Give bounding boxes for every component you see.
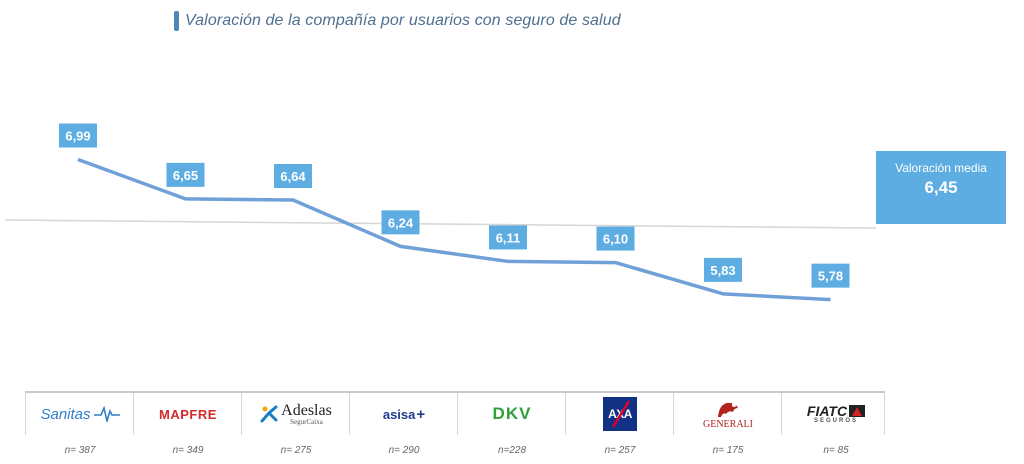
data-label: 6,24 <box>381 210 420 235</box>
axa-slash-icon <box>611 400 631 428</box>
data-label: 6,64 <box>274 164 312 189</box>
asisa-logo: asisa + <box>350 397 458 431</box>
adeslas-logo: Adeslas SegurCaixa <box>242 397 350 431</box>
dkv-logo-text: DKV <box>492 404 532 423</box>
generali-logo-text: GENERALI <box>703 418 753 430</box>
fiatc-logo-text: FIATC <box>806 403 848 419</box>
data-label-text: 5,78 <box>818 269 843 284</box>
plus-icon: + <box>416 405 426 423</box>
mapfre-logo: MAPFRE <box>134 397 242 431</box>
fiatc-wordmark: FIATC SEGUROS <box>806 403 866 424</box>
data-label-box <box>59 123 97 148</box>
sample-size-adeslas: n= 275 <box>280 445 312 456</box>
average-label: Valoración media <box>895 161 987 175</box>
axis-tick <box>133 393 134 435</box>
data-label-box <box>381 210 420 235</box>
dkv-logo: DKV <box>458 397 566 431</box>
data-label: 6,65 <box>166 162 205 187</box>
generali-logo: GENERALI <box>674 397 782 431</box>
data-label-box <box>596 226 635 251</box>
sample-size-generali: n= 175 <box>712 445 744 456</box>
data-label-box <box>811 263 850 288</box>
axis-tick <box>673 393 674 435</box>
axis-tick <box>349 393 350 435</box>
fiatc-logo: FIATC SEGUROS <box>782 397 890 431</box>
sample-size-axa: n= 257 <box>604 445 636 456</box>
average-reference-line <box>4 219 877 229</box>
data-label: 5,83 <box>704 257 742 282</box>
heartbeat-icon <box>93 406 120 422</box>
data-label-text: 6,10 <box>603 232 628 247</box>
axis-tick <box>565 393 566 435</box>
data-label: 5,78 <box>811 263 850 288</box>
data-label-text: 6,99 <box>65 128 90 143</box>
sample-size-sanitas: n= 387 <box>64 445 96 456</box>
sample-size-fiatc: n= 85 <box>823 445 849 456</box>
axis-tick <box>781 393 782 435</box>
star-icon <box>260 405 278 423</box>
title-marker <box>174 11 179 31</box>
data-labels: 6,99 6,65 6,64 6,24 6,11 6,10 5,83 5,78 <box>59 123 850 288</box>
axa-logo: AXA <box>566 397 674 431</box>
series-line <box>77 157 831 302</box>
fiatc-logo-subtext: SEGUROS <box>813 418 858 424</box>
data-label: 6,10 <box>596 226 635 251</box>
adeslas-logo-subtext: SegurCaixa <box>290 417 323 426</box>
fiatc-emblem-icon <box>849 405 866 417</box>
data-label: 6,11 <box>489 225 527 250</box>
fiatc-mark: FIATC <box>806 403 866 419</box>
data-label-box <box>166 162 205 187</box>
axis-tick <box>457 393 458 435</box>
chart-title: Valoración de la compañía por usuarios c… <box>185 12 621 29</box>
data-label-text: 6,24 <box>388 215 414 230</box>
average-callout: Valoración media 6,45 <box>876 151 1006 224</box>
mapfre-logo-text: MAPFRE <box>159 406 217 422</box>
average-value: 6,45 <box>924 178 958 197</box>
lion-icon <box>718 402 738 417</box>
data-label-text: 6,64 <box>280 169 306 184</box>
adeslas-logo-text: Adeslas <box>281 401 332 419</box>
sanitas-logo: Sanitas <box>26 397 134 431</box>
data-label-text: 6,11 <box>496 230 521 245</box>
sample-size-dkv: n=228 <box>497 445 527 456</box>
sample-size-mapfre: n= 349 <box>172 445 204 456</box>
data-label: 6,99 <box>59 123 97 148</box>
data-label-box <box>704 257 742 282</box>
data-label-box <box>489 225 527 250</box>
axa-badge: AXA <box>603 397 637 431</box>
asisa-logo-text: asisa <box>382 406 416 422</box>
chart-title-group: Valoración de la compañía por usuarios c… <box>174 8 621 34</box>
sample-size-asisa: n= 290 <box>388 445 420 456</box>
adeslas-wordmark: Adeslas SegurCaixa <box>281 401 332 426</box>
axis-tick <box>241 393 242 435</box>
data-label-text: 5,83 <box>710 263 735 278</box>
x-axis-line <box>25 391 885 393</box>
generali-wordmark: GENERALI <box>703 399 753 430</box>
data-label-text: 6,65 <box>173 168 198 183</box>
axis-tick <box>25 393 26 435</box>
sanitas-logo-text: Sanitas <box>40 405 91 423</box>
data-label-box <box>274 164 312 189</box>
axis-tick <box>884 393 885 435</box>
